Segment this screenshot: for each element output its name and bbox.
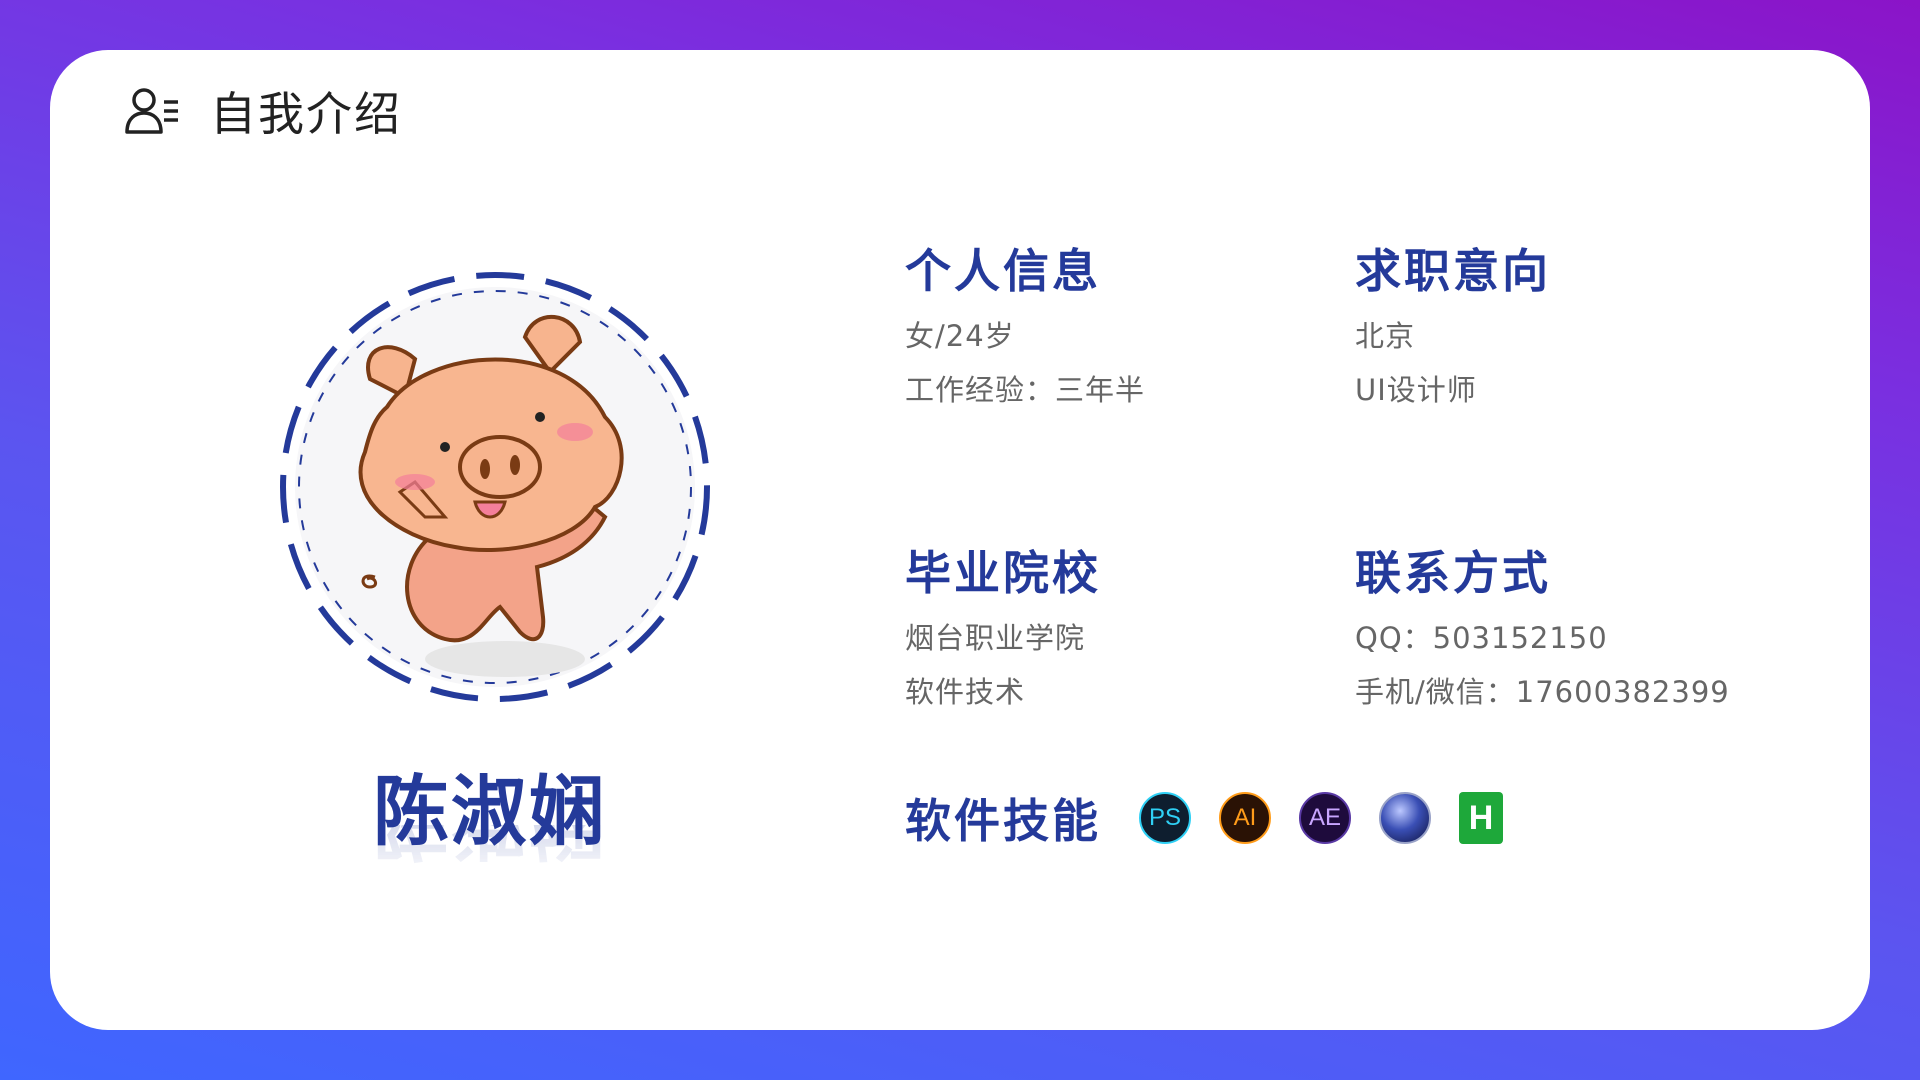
section-title: 个人信息 xyxy=(905,244,1101,298)
cinema4d-icon xyxy=(1379,792,1431,844)
section-title: 毕业院校 xyxy=(905,546,1101,600)
info-line: 女/24岁 xyxy=(905,319,1015,353)
section-job-intention: 求职意向 北京 UI设计师 xyxy=(1355,235,1551,409)
info-line: 烟台职业学院 xyxy=(905,621,1086,655)
info-line: UI设计师 xyxy=(1355,373,1477,407)
section-school: 毕业院校 烟台职业学院 软件技术 xyxy=(905,537,1101,711)
info-line: 工作经验：三年半 xyxy=(905,373,1146,407)
intro-card: 自我介绍 xyxy=(50,50,1870,1030)
after-effects-icon: AE xyxy=(1299,792,1351,844)
info-line: 软件技术 xyxy=(905,675,1026,709)
info-line: 北京 xyxy=(1355,319,1416,353)
photoshop-icon: PS xyxy=(1139,792,1191,844)
profile-name-reflection: 陈淑娴 xyxy=(360,825,620,885)
info-line: QQ：503152150 xyxy=(1355,621,1608,655)
cartoon-pig-avatar xyxy=(280,272,710,702)
info-line: 手机/微信：17600382399 xyxy=(1355,675,1730,709)
avatar xyxy=(275,267,715,707)
section-contact: 联系方式 QQ：503152150 手机/微信：17600382399 xyxy=(1355,537,1730,711)
section-skills: 软件技能 PS AI AE H xyxy=(905,785,1503,851)
profile-name: 陈淑娴 xyxy=(373,767,607,856)
page-title: 自我介绍 xyxy=(210,87,402,141)
user-list-icon xyxy=(125,88,178,134)
section-title: 联系方式 xyxy=(1355,546,1551,600)
section-title: 求职意向 xyxy=(1355,244,1551,298)
header: 自我介绍 xyxy=(124,78,402,144)
section-title: 软件技能 xyxy=(905,794,1101,848)
html5-icon: H xyxy=(1459,792,1503,844)
section-personal-info: 个人信息 女/24岁 工作经验：三年半 xyxy=(905,235,1145,409)
illustrator-icon: AI xyxy=(1219,792,1271,844)
